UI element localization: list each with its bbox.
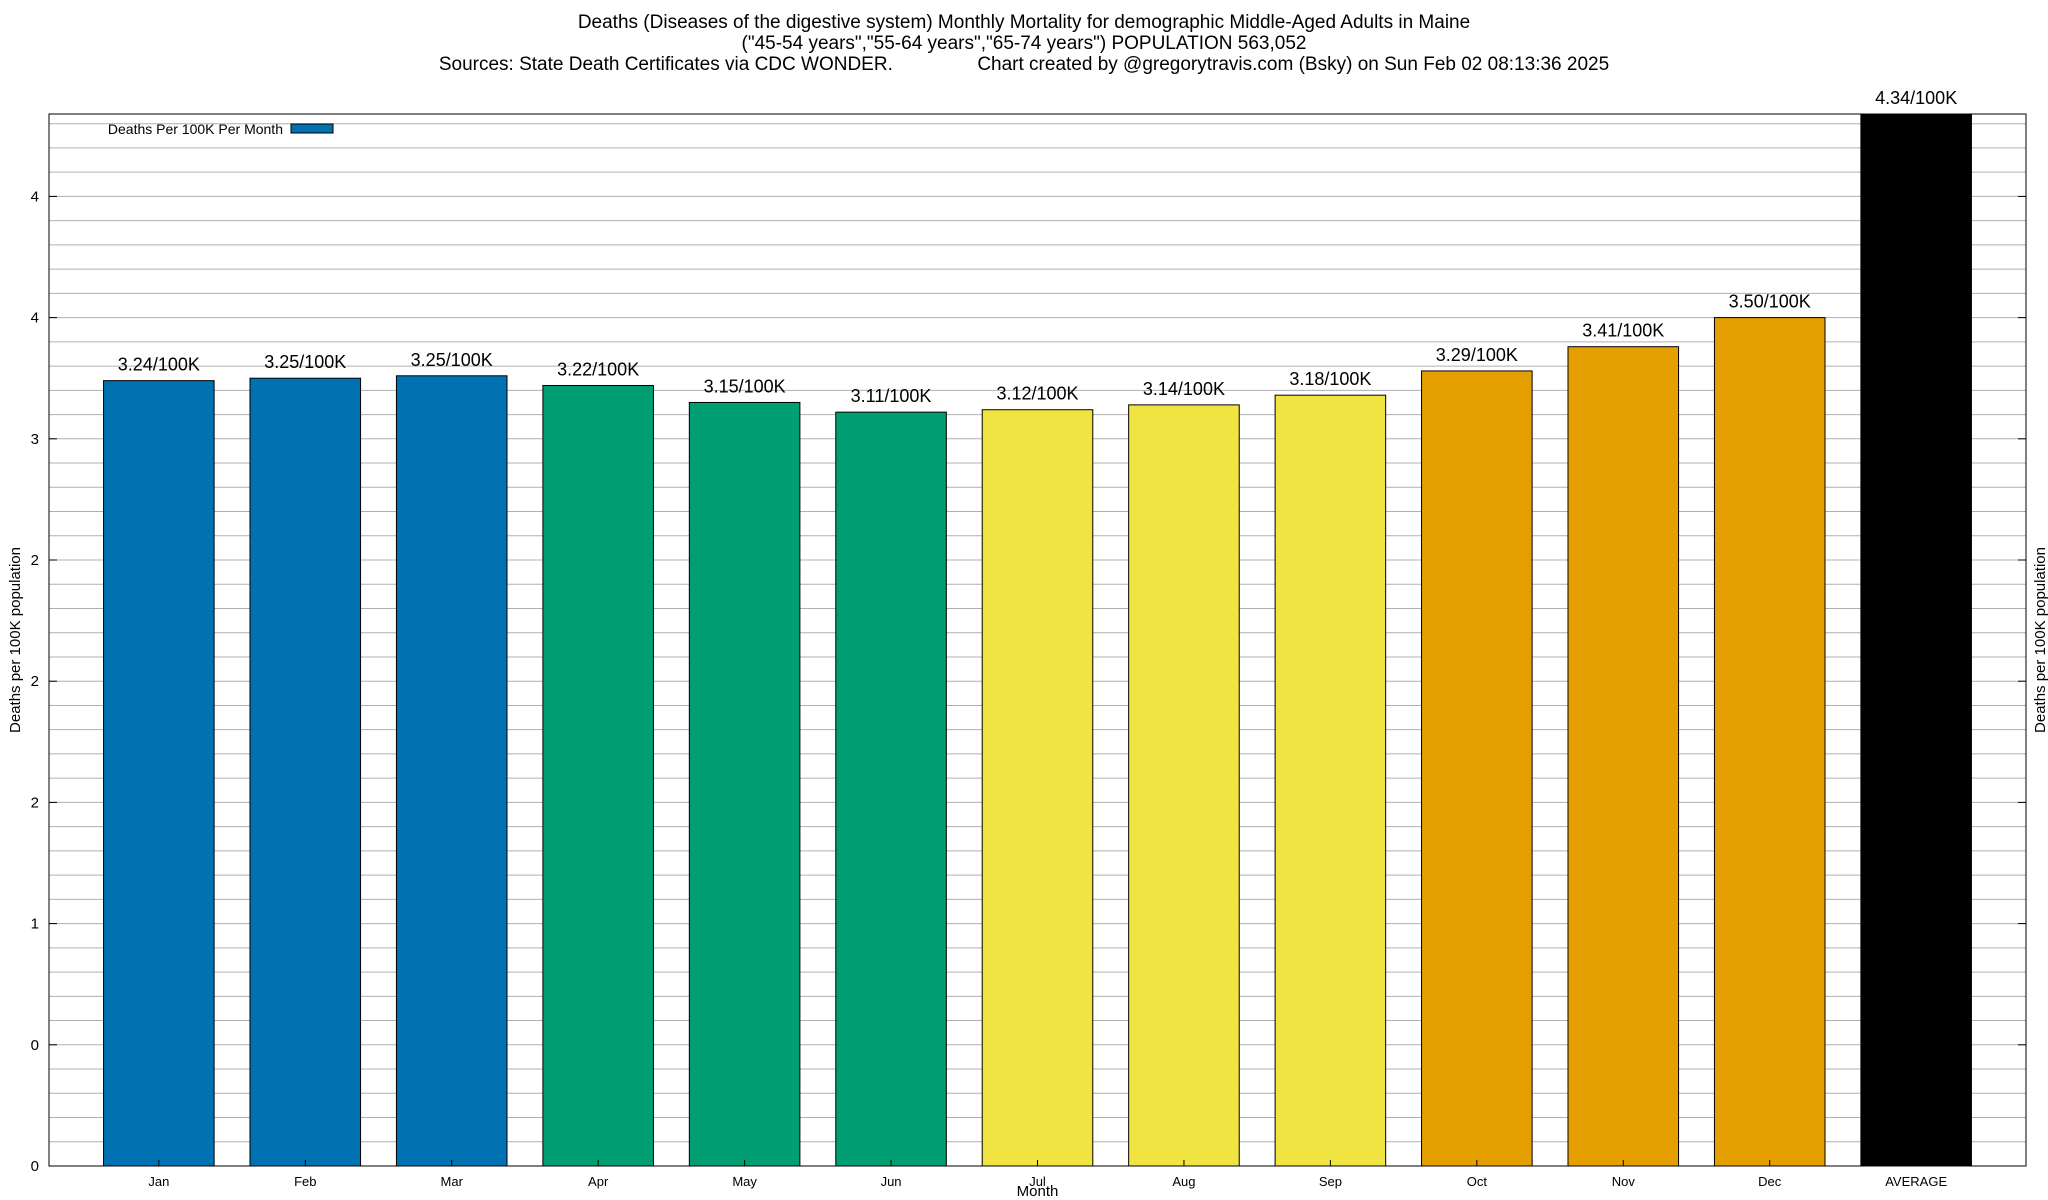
x-tick-label: Feb <box>294 1174 316 1189</box>
value-label: 3.29/100K <box>1436 345 1518 365</box>
bar-aug <box>1128 404 1240 1167</box>
value-label: 3.25/100K <box>411 350 493 370</box>
legend: Deaths Per 100K Per Month <box>108 121 334 137</box>
value-label: 3.15/100K <box>704 376 786 396</box>
x-tick-label: Sep <box>1319 1174 1342 1189</box>
y-tick-label: 4 <box>31 188 39 205</box>
bar-may <box>688 401 801 1167</box>
bar-feb <box>249 377 362 1167</box>
value-label: 3.12/100K <box>996 384 1078 404</box>
y2-axis-title: Deaths per 100K population <box>2032 547 2048 733</box>
y-axis-ticks: 0 0 1 2 2 2 3 4 4 <box>31 188 2026 1175</box>
x-tick-label: Aug <box>1172 1174 1195 1189</box>
x-axis-ticks: Jan Feb Mar Apr May Jun Jul Aug Sep Oct Nov Dec AVER… <box>148 1160 1947 1189</box>
value-label: 3.24/100K <box>118 355 200 375</box>
bar-average <box>1860 113 1972 1167</box>
x-tick-label: Mar <box>441 1174 464 1189</box>
x-tick-label: AVERAGE <box>1885 1174 1947 1189</box>
value-label: 4.34/100K <box>1875 88 1957 108</box>
x-tick-label: Apr <box>588 1174 609 1189</box>
y-tick-label: 2 <box>31 794 39 811</box>
x-tick-label: Jun <box>881 1174 902 1189</box>
value-labels: 3.24/100K 3.25/100K 3.25/100K 3.22/100K 3.15… <box>118 88 1957 406</box>
value-label: 3.11/100K <box>851 386 932 406</box>
chart-source-line: Sources: State Death Certificates via CD… <box>438 54 1610 75</box>
bar-jun <box>835 411 947 1167</box>
bar-oct <box>1421 370 1533 1167</box>
chart-header: Deaths (Diseases of the digestive system… <box>0 12 2048 75</box>
value-label: 3.14/100K <box>1143 379 1225 399</box>
x-tick-label: Jan <box>148 1174 169 1189</box>
value-label: 3.25/100K <box>264 352 346 372</box>
bar-apr <box>542 384 654 1167</box>
x-tick-label: Nov <box>1612 1174 1636 1189</box>
bar-dec <box>1713 317 1826 1167</box>
bar-mar <box>395 375 508 1167</box>
y-axis-title: Deaths per 100K population <box>7 547 24 733</box>
x-axis-title: Month <box>1017 1183 1059 1200</box>
y-tick-label: 0 <box>31 1037 39 1054</box>
legend-swatch <box>290 123 334 134</box>
y-tick-label: 2 <box>31 673 39 690</box>
bar-sep <box>1274 394 1387 1167</box>
bar-jan <box>103 380 215 1167</box>
x-tick-label: May <box>732 1174 757 1189</box>
legend-label: Deaths Per 100K Per Month <box>108 121 283 137</box>
y-tick-label: 4 <box>31 310 39 327</box>
y-tick-label: 2 <box>31 552 39 569</box>
value-label: 3.41/100K <box>1582 321 1664 341</box>
chart-title: Deaths (Diseases of the digestive system… <box>577 12 1471 33</box>
y-tick-label: 1 <box>31 916 39 933</box>
chart-subtitle: ("45-54 years","55-64 years","65-74 year… <box>741 33 1307 54</box>
value-label: 3.50/100K <box>1729 292 1811 312</box>
x-tick-label: Dec <box>1758 1174 1782 1189</box>
bars <box>103 113 1972 1167</box>
y-tick-label: 3 <box>31 431 39 448</box>
x-tick-label: Jul <box>1029 1174 1046 1189</box>
bar-jul <box>981 409 1094 1167</box>
value-label: 3.22/100K <box>557 359 639 379</box>
bar-nov <box>1567 346 1680 1167</box>
value-label: 3.18/100K <box>1289 369 1371 389</box>
y-tick-label: 0 <box>31 1158 39 1175</box>
x-tick-label: Oct <box>1467 1174 1488 1189</box>
